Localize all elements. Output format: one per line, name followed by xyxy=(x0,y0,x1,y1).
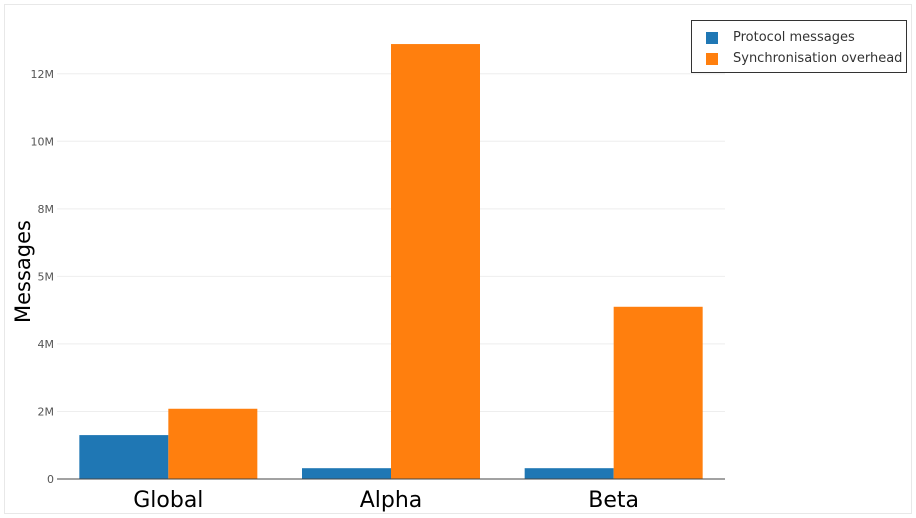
bar-beta-protocol-messages[interactable] xyxy=(524,468,614,479)
y-tick-label: 5M xyxy=(38,270,55,283)
y-tick-label: 10M xyxy=(31,135,55,148)
legend-item-synchronisation-overhead[interactable]: Synchronisation overhead xyxy=(706,48,906,69)
y-tick-label: 12M xyxy=(31,68,55,81)
legend: Protocol messages Synchronisation overhe… xyxy=(691,20,907,73)
y-tick-label: 4M xyxy=(38,338,55,351)
bar-alpha-synchronisation-overhead[interactable] xyxy=(391,44,480,479)
category-labels: Global Alpha Beta xyxy=(133,488,639,513)
legend-swatch-icon xyxy=(706,31,718,44)
y-axis-ticks: 0 2M 4M 5M 8M 10M 12M xyxy=(31,68,55,486)
bars xyxy=(79,44,703,479)
bar-alpha-protocol-messages[interactable] xyxy=(302,468,391,479)
legend-swatch-icon xyxy=(706,52,718,65)
y-tick-label: 2M xyxy=(38,405,55,418)
y-tick-label: 0 xyxy=(47,473,54,486)
legend-item-protocol-messages[interactable]: Protocol messages xyxy=(706,27,906,48)
x-category-label: Alpha xyxy=(360,488,423,513)
x-category-label: Global xyxy=(133,488,203,513)
bar-global-protocol-messages[interactable] xyxy=(79,435,169,479)
x-category-label: Beta xyxy=(588,488,639,513)
bar-beta-synchronisation-overhead[interactable] xyxy=(613,306,703,479)
y-axis-label: Messages xyxy=(11,220,35,323)
y-tick-label: 8M xyxy=(38,203,55,216)
legend-label: Protocol messages xyxy=(733,30,855,45)
bar-global-synchronisation-overhead[interactable] xyxy=(168,408,258,479)
legend-label: Synchronisation overhead xyxy=(733,51,903,66)
